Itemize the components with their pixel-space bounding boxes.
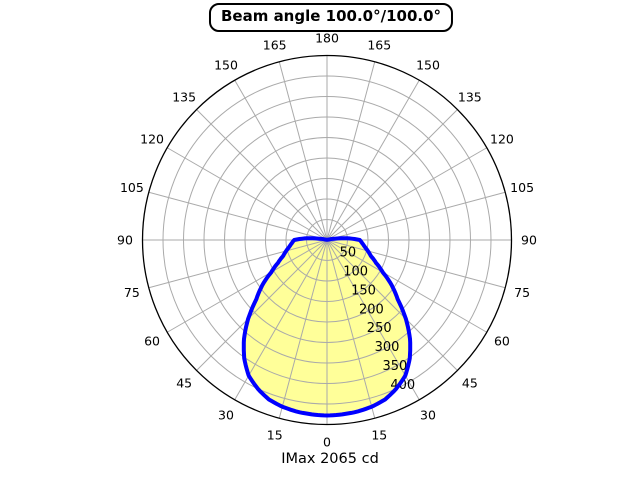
angle-tick-label: 105	[510, 180, 534, 195]
radial-tick-label: 350	[383, 359, 408, 374]
angle-tick-label: 135	[458, 90, 482, 105]
grid-spoke	[196, 239, 328, 371]
beam-curve	[241, 236, 413, 418]
angle-tick-label: 0	[323, 435, 331, 450]
grid-spoke	[326, 79, 420, 241]
angle-tick-label: 90	[117, 233, 133, 248]
angle-tick-label: 165	[263, 37, 287, 52]
angle-tick-label: 75	[124, 285, 140, 300]
grid-spoke	[278, 61, 328, 241]
angle-tick-label: 45	[176, 375, 192, 390]
grid-spoke	[326, 239, 420, 401]
grid-spoke	[166, 239, 328, 333]
radial-tick-label: 100	[343, 264, 368, 279]
grid-spoke	[326, 109, 458, 241]
angle-tick-label: 30	[218, 407, 234, 422]
grid-spoke	[326, 239, 506, 289]
angle-tick-label: 15	[267, 428, 283, 443]
radial-tick-label: 150	[351, 283, 376, 298]
grid-spoke	[326, 147, 488, 241]
radial-tick-label: 300	[375, 340, 400, 355]
grid-spoke	[326, 61, 376, 241]
imax-caption: IMax 2065 cd	[281, 451, 379, 467]
radial-tick-label: 250	[367, 321, 392, 336]
grid-spoke	[234, 239, 328, 401]
angle-tick-label: 60	[494, 334, 510, 349]
angle-tick-label: 120	[490, 132, 514, 147]
outer-axis-circle	[141, 54, 513, 426]
grid-spoke	[326, 239, 488, 333]
grid-spoke	[278, 239, 328, 419]
angle-tick-label: 150	[416, 58, 440, 73]
radial-tick-label: 200	[359, 302, 384, 317]
angle-tick-label: 150	[214, 58, 238, 73]
grid-spoke	[326, 191, 506, 241]
angle-tick-label: 120	[140, 132, 164, 147]
grid-spoke	[148, 239, 328, 289]
grid-spoke	[196, 109, 328, 241]
angle-tick-label: 165	[367, 37, 391, 52]
angle-tick-label: 90	[521, 233, 537, 248]
grid-spoke	[234, 79, 328, 241]
angle-tick-label: 45	[462, 375, 478, 390]
angle-tick-label: 180	[315, 31, 339, 46]
angle-tick-label: 75	[514, 285, 530, 300]
angle-tick-label: 60	[144, 334, 160, 349]
radial-tick-label: 50	[340, 245, 357, 260]
angle-tick-label: 105	[120, 180, 144, 195]
grid-spoke	[166, 147, 328, 241]
chart-title: Beam angle 100.0°/100.0°	[208, 3, 454, 32]
angle-tick-label: 30	[420, 407, 436, 422]
grid-spoke	[326, 239, 376, 419]
angle-tick-label: 15	[371, 428, 387, 443]
grid-spoke	[148, 191, 328, 241]
grid-spoke	[326, 239, 458, 371]
angle-tick-label: 135	[172, 90, 196, 105]
